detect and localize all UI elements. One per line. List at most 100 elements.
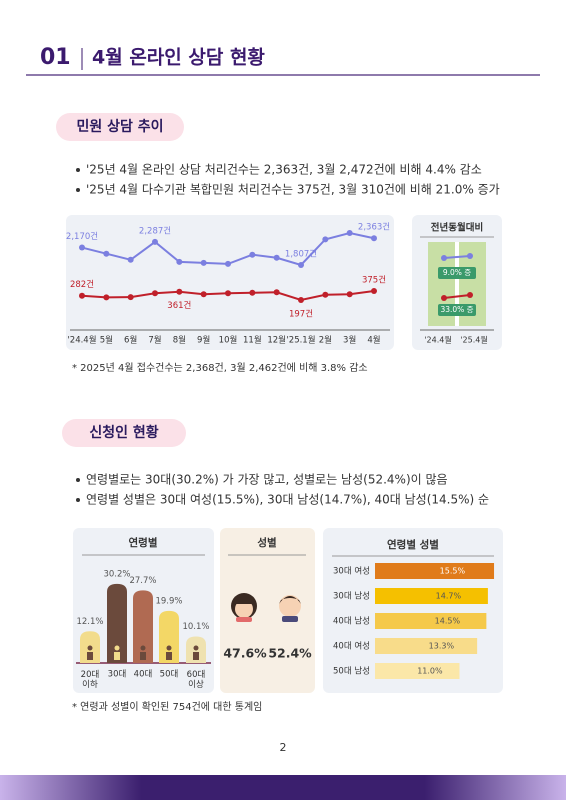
badge bbox=[438, 304, 476, 316]
point bbox=[249, 251, 256, 258]
footer-bar bbox=[0, 775, 566, 800]
chart-panel bbox=[66, 215, 394, 350]
point bbox=[200, 259, 207, 266]
point bbox=[322, 236, 329, 243]
x-tick-label: 8월 bbox=[173, 335, 186, 346]
point bbox=[152, 290, 158, 297]
value-label: 14.5% bbox=[435, 617, 461, 626]
bar bbox=[375, 588, 488, 604]
point bbox=[467, 292, 473, 298]
value-label: 1,807건 bbox=[285, 249, 317, 260]
person-icon bbox=[166, 645, 172, 651]
value-label: 282건 bbox=[70, 279, 94, 290]
person-icon bbox=[140, 652, 146, 660]
bar bbox=[375, 563, 495, 579]
bar bbox=[375, 663, 460, 679]
change-label: 33.0% 증 bbox=[440, 305, 473, 314]
badge bbox=[438, 267, 476, 279]
change-label: 9.0% 증 bbox=[443, 268, 471, 277]
value-label: 2,170건 bbox=[66, 231, 98, 242]
male-icon bbox=[279, 595, 301, 622]
x-tick-label: 7월 bbox=[148, 335, 161, 346]
point bbox=[441, 255, 447, 261]
x-tick-label: 3월 bbox=[343, 335, 356, 346]
value-label: 361건 bbox=[167, 300, 191, 311]
chart-title: 연령별 bbox=[129, 536, 158, 549]
point bbox=[176, 288, 183, 295]
series-line bbox=[443, 255, 471, 259]
point bbox=[467, 253, 473, 259]
value-label: 197건 bbox=[289, 309, 313, 320]
point bbox=[79, 292, 85, 299]
x-tick-label: 60대 이상 bbox=[187, 670, 206, 690]
x-tick-label: 9월 bbox=[197, 335, 210, 346]
value-label: 14.7% bbox=[436, 592, 462, 601]
point bbox=[225, 260, 231, 267]
point bbox=[249, 289, 256, 296]
point bbox=[298, 297, 304, 303]
point bbox=[103, 294, 110, 301]
person-icon bbox=[193, 652, 199, 660]
chart-panel bbox=[220, 528, 315, 693]
x-tick-label: 40대 bbox=[134, 670, 153, 680]
person-icon bbox=[87, 645, 93, 651]
y-tick-label: 50대 남성 bbox=[333, 667, 370, 677]
series-line bbox=[443, 294, 471, 299]
pill bbox=[56, 113, 184, 141]
bar bbox=[375, 638, 478, 654]
chart-title: 전년동월대비 bbox=[431, 222, 483, 234]
x-tick-label: 30대 bbox=[108, 670, 127, 680]
person-icon bbox=[166, 652, 172, 660]
person-icon bbox=[193, 645, 199, 651]
x-tick-label: '25.4월 bbox=[460, 335, 487, 345]
point bbox=[371, 288, 377, 294]
female-icon bbox=[231, 593, 257, 622]
x-tick-label: 2월 bbox=[319, 335, 332, 346]
x-tick-label: 4월 bbox=[367, 335, 380, 346]
section-number: 01 bbox=[40, 45, 71, 70]
point bbox=[200, 291, 207, 298]
point bbox=[298, 262, 304, 268]
value-label: 27.7% bbox=[129, 576, 156, 586]
section-title: 신청인 현황 bbox=[89, 424, 158, 441]
point bbox=[79, 244, 85, 251]
point bbox=[273, 289, 280, 296]
bar bbox=[375, 613, 487, 629]
value-label: 2,363건 bbox=[358, 222, 390, 233]
person-icon bbox=[114, 645, 120, 651]
y-tick-label: 40대 여성 bbox=[333, 641, 370, 652]
column-gap bbox=[455, 242, 459, 326]
bullet bbox=[76, 478, 80, 482]
value-label: 375건 bbox=[362, 275, 386, 286]
value-label: 11.0% bbox=[417, 667, 443, 676]
point bbox=[346, 291, 353, 298]
stat-value: 52.4% bbox=[268, 646, 312, 661]
bullet bbox=[76, 168, 80, 172]
bullet-text: '25년 4월 다수기관 복합민원 처리건수는 375건, 3월 310건에 비… bbox=[86, 183, 500, 197]
point bbox=[346, 230, 353, 236]
value-label: 30.2% bbox=[103, 569, 130, 579]
x-tick-label: 10월 bbox=[219, 335, 238, 346]
x-tick-label: 50대 bbox=[160, 670, 179, 680]
value-label: 15.5% bbox=[440, 567, 466, 576]
bullet-text: 연령별 성별은 30대 여성(15.5%), 30대 남성(14.7%), 40… bbox=[86, 493, 489, 507]
value-label: 2,287건 bbox=[139, 225, 171, 236]
chart-title: 성별 bbox=[257, 536, 276, 549]
footnote: * 2025년 4월 접수건수는 2,368건, 3월 2,462건에 비해 3… bbox=[72, 361, 368, 374]
point bbox=[152, 238, 158, 245]
x-tick-label: '24.4월 bbox=[424, 335, 451, 345]
value-label: 13.3% bbox=[429, 642, 455, 651]
bar bbox=[107, 583, 127, 663]
person-icon bbox=[140, 645, 146, 651]
stat-value: 47.6% bbox=[223, 646, 267, 661]
bar bbox=[133, 590, 153, 663]
point bbox=[225, 290, 231, 297]
x-tick-label: 11월 bbox=[243, 335, 262, 346]
y-tick-label: 40대 남성 bbox=[333, 617, 370, 627]
x-tick-label: 5월 bbox=[100, 335, 113, 346]
x-tick-label: 6월 bbox=[124, 335, 137, 346]
point bbox=[127, 294, 134, 301]
x-tick-label: '24.4월 bbox=[67, 335, 96, 346]
